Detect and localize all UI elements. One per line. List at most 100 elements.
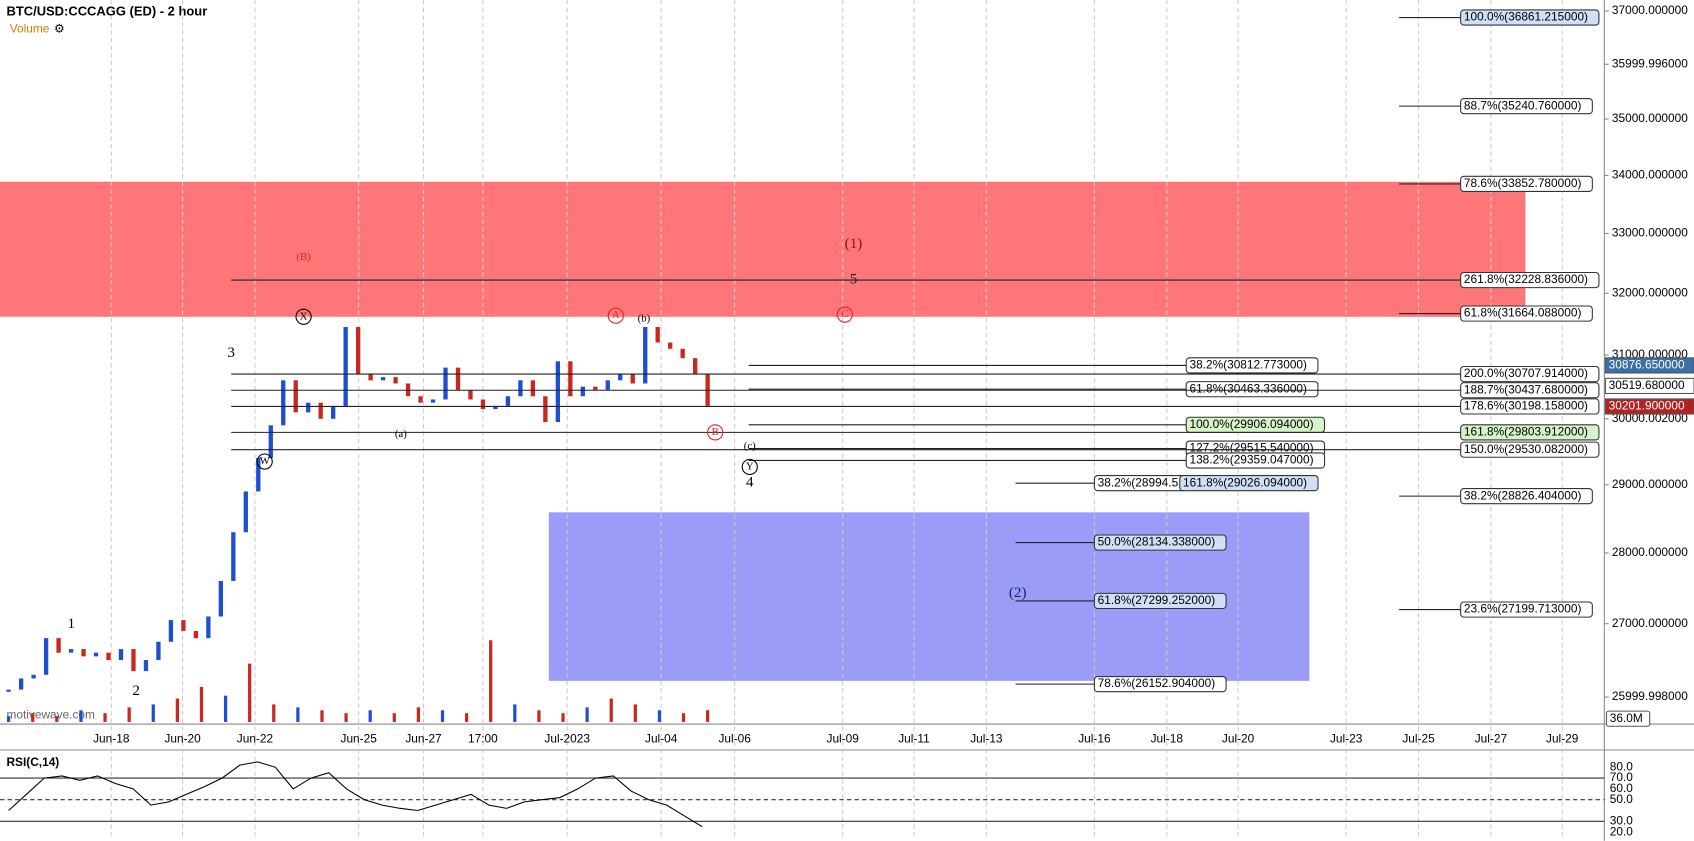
volume-axis-label: 36.0M (1610, 711, 1643, 725)
fib-label: 178.6%(30198.158000) (1464, 399, 1588, 413)
volume-label[interactable]: Volume (10, 22, 50, 36)
wave-label: (b) (638, 312, 651, 324)
wave-label: 3 (227, 345, 235, 361)
candle (430, 399, 436, 403)
candle (331, 405, 336, 419)
volume-bar (464, 713, 469, 722)
x-tick-label: Jul-04 (645, 731, 678, 745)
fib-box (1460, 601, 1593, 618)
volume-bar (368, 710, 372, 722)
rsi-title: RSI(C,14) (6, 755, 59, 769)
candle (68, 649, 74, 653)
price-tag (1604, 357, 1694, 374)
volume-bar (127, 707, 131, 722)
x-tick-label: Jul-16 (1078, 731, 1111, 745)
candle (368, 373, 373, 381)
volume-bar (151, 704, 155, 722)
wave-label: X (300, 310, 308, 322)
fib-box (1460, 488, 1593, 505)
x-tick-label: Jul-11 (898, 731, 930, 745)
volume-bar (296, 707, 300, 722)
candle (480, 399, 486, 410)
settings-icon[interactable]: ⚙ (54, 22, 65, 36)
candle (206, 616, 211, 639)
wave-label: (B) (296, 251, 311, 263)
wave-label: (1) (845, 236, 863, 252)
wave-circle (607, 307, 624, 324)
volume-bar (248, 663, 252, 722)
candle (505, 396, 511, 406)
x-tick-label: Jul-25 (1402, 731, 1435, 745)
fib-box (1185, 357, 1319, 374)
fib-label: 61.8%(30463.336000) (1189, 381, 1307, 395)
candle (418, 396, 423, 403)
fib-label: 88.7%(35240.760000) (1464, 98, 1582, 112)
fib-box (1093, 592, 1227, 610)
fib-label: 61.8%(31664.088000) (1464, 306, 1582, 320)
price-tag (1604, 377, 1694, 395)
x-tick-label: Jun-25 (341, 731, 378, 745)
volume-bar (633, 704, 637, 722)
wave-label: (2) (1009, 585, 1027, 601)
wave-label: 5 (850, 272, 858, 288)
fib-box (1460, 365, 1600, 383)
wave-label: (c) (744, 440, 756, 452)
volume-bar (320, 710, 324, 722)
volume-bar (7, 716, 11, 722)
volume-bar (681, 713, 686, 722)
fib-box (1460, 305, 1593, 322)
fib-box (1460, 271, 1600, 289)
wave-circle (295, 308, 312, 325)
candle (455, 367, 461, 390)
watermark: motivewave.com (6, 708, 95, 722)
wave-circle (256, 453, 273, 470)
candle (630, 373, 635, 384)
fib-label: 38.2%(28994.5 (1098, 475, 1179, 489)
x-tick-label: Jul-2023 (544, 731, 590, 745)
candle (268, 425, 273, 459)
candle (93, 652, 99, 657)
fib-box (1185, 452, 1326, 469)
candle (118, 649, 124, 661)
rsi-tick-label: 30.0 (1610, 813, 1634, 827)
rsi-tick-label: 50.0 (1610, 792, 1634, 806)
candle (218, 580, 223, 617)
fib-label: 38.2%(30812.773000) (1189, 358, 1307, 372)
candle (306, 402, 311, 413)
candle (580, 386, 585, 397)
volume-bar (440, 710, 445, 722)
volume-bar (223, 695, 228, 722)
volume-tag (1605, 710, 1651, 727)
x-tick-label: Jul-09 (827, 731, 860, 745)
y-tick-label: 25999.998000 (1612, 689, 1688, 703)
candle (243, 491, 248, 533)
fib-label: 200.0%(30707.914000) (1464, 366, 1588, 380)
volume-bar (706, 710, 710, 722)
candle (193, 630, 199, 639)
y-tick-label: 28000.000000 (1612, 545, 1688, 559)
wave-label: 1 (68, 616, 76, 632)
wave-circle (707, 424, 724, 441)
fib-label: 161.8%(29026.094000) (1183, 475, 1307, 489)
rsi-tick-label: 70.0 (1610, 770, 1634, 784)
fib-box (1093, 534, 1227, 551)
volume-bar (199, 686, 204, 722)
wave-circle (741, 458, 758, 476)
wave-label: C (841, 308, 848, 320)
candle (692, 358, 698, 374)
candle (393, 377, 398, 384)
candle (568, 361, 573, 397)
volume-bar (561, 713, 565, 722)
fib-label: 127.2%(29515.540000) (1189, 441, 1313, 455)
price-tag-label: 30519.680000 (1609, 378, 1685, 392)
x-tick-label: Jul-23 (1330, 731, 1363, 745)
volume-bar (55, 716, 59, 722)
fib-box (1460, 9, 1600, 26)
candle (518, 380, 523, 397)
candle (443, 367, 448, 400)
wave-label: W (260, 455, 271, 467)
fib-label: 50.0%(28134.338000) (1098, 535, 1216, 549)
fib-label: 78.6%(33852.780000) (1464, 176, 1582, 190)
candle (543, 396, 548, 423)
